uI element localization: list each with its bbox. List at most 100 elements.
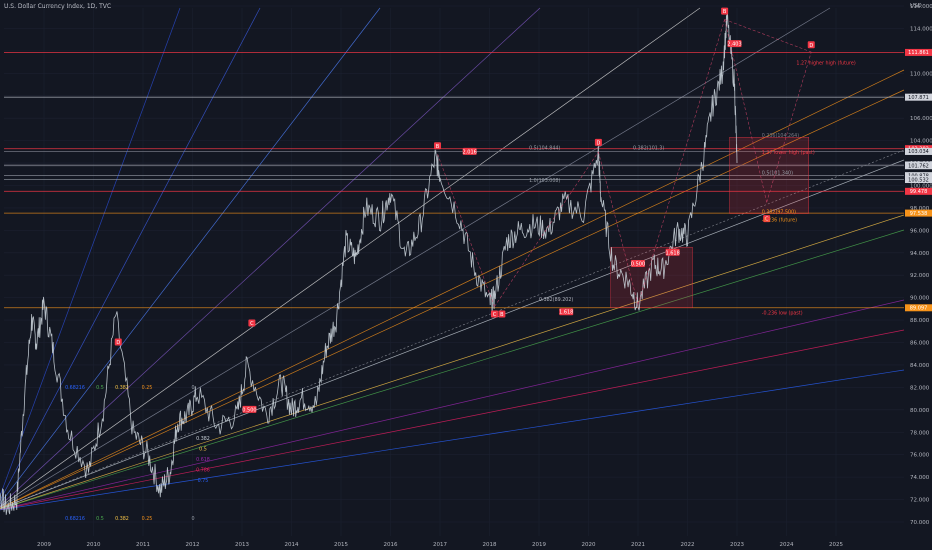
price-tag [905, 48, 932, 56]
y-tick-label: 100.000 [910, 183, 932, 189]
pattern-marker-label: C [250, 321, 254, 327]
price-tag [905, 172, 932, 180]
ratio-badge-label: 2.403 [727, 42, 741, 48]
fan-label-upper: 0 [191, 385, 194, 391]
x-tick-label: 2018 [483, 542, 497, 548]
y-tick-label: 70.000 [910, 520, 930, 526]
ratio-badge [665, 248, 680, 256]
x-tick-label: 2019 [532, 542, 546, 548]
ratio-badge-label: 1.618 [559, 310, 573, 316]
price-tag [905, 187, 932, 195]
y-axis-unit: USD [910, 3, 922, 9]
ratio-badge [727, 40, 742, 48]
target-boxes [610, 137, 809, 308]
x-tick-label: 2024 [780, 542, 794, 548]
gann-fan-line [0, 7, 261, 502]
pattern-marker-label: B [500, 312, 504, 318]
fib-level-label: -0.236 low (past) [762, 310, 803, 316]
x-tick-label: 2021 [631, 542, 645, 548]
x-tick-label: 2017 [433, 542, 447, 548]
fan-label-mid: 0.382 [196, 436, 210, 442]
price-tag [905, 162, 932, 170]
fib-chart-label: 0.5(101.340) [762, 170, 793, 176]
pattern-marker-label: C [493, 312, 497, 318]
fan-label-lower: 0.5 [96, 516, 104, 522]
pattern-marker-label: D [596, 140, 600, 146]
gann-fan-line [0, 89, 905, 509]
horizontal-levels [4, 52, 904, 309]
pattern-leg [494, 151, 599, 307]
trend-line-dotted [0, 149, 905, 509]
pattern-marker[interactable] [807, 41, 815, 49]
gann-fan-line [0, 369, 905, 511]
x-tick-label: 2012 [186, 542, 200, 548]
ratio-badge [559, 308, 574, 316]
pattern-leg [724, 19, 812, 53]
fan-label-mid: 0.75 [198, 478, 209, 484]
ratio-badge-label: 2.016 [463, 149, 477, 155]
fan-label-lower: 0.68216 [65, 516, 85, 522]
pattern-marker[interactable] [114, 338, 122, 346]
ratio-badge-label: 0.500 [631, 262, 645, 268]
x-tick-label: 2010 [87, 542, 101, 548]
y-tick-label: 106.000 [910, 116, 932, 122]
price-tag [905, 93, 932, 101]
gann-fan-line [0, 214, 905, 510]
x-tick-label: 2022 [681, 542, 695, 548]
y-tick-label: 114.000 [910, 26, 932, 32]
price-tag-label: 111.861 [908, 50, 929, 56]
fib-chart-label: 1.0(103.008) [529, 178, 560, 184]
fan-label-upper: 0.25 [142, 385, 153, 391]
fib-chart-label: 0.382(101.3) [633, 146, 664, 152]
y-tick-label: 74.000 [910, 475, 930, 481]
y-tick-label: 98.000 [910, 206, 930, 212]
pattern-marker[interactable] [434, 142, 442, 150]
fib-level-label: 0.236(104.264) [762, 133, 799, 139]
fib-level-label: 1.27 higher high (future) [796, 60, 855, 66]
fan-label-lower: 0 [191, 516, 194, 522]
x-tick-label: 2025 [829, 542, 843, 548]
price-tag [905, 176, 932, 184]
fan-label-mid: 0.786 [196, 468, 210, 474]
x-tick-label: 2011 [136, 542, 150, 548]
price-tag-label: 89.097 [910, 306, 928, 312]
pattern-marker[interactable] [490, 310, 498, 318]
gann-fan-line [0, 69, 905, 509]
fan-label-mid: 0.5 [199, 447, 207, 453]
fib-level-label: 0.382(89.202) [539, 297, 573, 303]
pattern-leg [598, 151, 639, 305]
fan-label-mid: 0.618 [196, 457, 210, 463]
x-tick-label: 2020 [582, 542, 596, 548]
y-tick-label: 88.000 [910, 318, 930, 324]
y-tick-label: 76.000 [910, 453, 930, 459]
pattern-leg [724, 19, 767, 203]
ratio-badge [462, 147, 477, 155]
pattern-leg [437, 153, 495, 307]
x-tick-label: 2014 [285, 542, 299, 548]
pattern-marker[interactable] [498, 310, 506, 318]
y-axis: 70.000 72.000 74.000 76.000 78.000 80.000 82.0… [910, 3, 932, 526]
y-tick-label: 80.000 [910, 408, 930, 414]
pattern-marker[interactable] [721, 7, 729, 15]
y-tick-label: 72.000 [910, 498, 930, 504]
x-tick-label: 2016 [384, 542, 398, 548]
pattern-marker-label: D [116, 340, 120, 346]
pattern-marker-label: C [765, 217, 769, 223]
y-tick-label: 116.000 [910, 4, 932, 10]
y-tick-label: 92.000 [910, 273, 930, 279]
ratio-badge-label: 0.500 [242, 407, 256, 413]
gann-fan-line [0, 329, 905, 511]
grid [4, 5, 904, 536]
pattern-marker[interactable] [248, 319, 256, 327]
pattern-marker[interactable] [594, 138, 602, 146]
pattern-marker[interactable] [763, 215, 771, 223]
price-tag-label: 101.762 [908, 164, 929, 170]
pattern-marker-label: B [436, 144, 440, 150]
price-tag-label: 100.532 [908, 177, 929, 183]
gann-fan-line [0, 7, 831, 508]
price-tag-label: 103.034 [908, 149, 929, 155]
price-tag [905, 147, 932, 155]
gann-fan-line [0, 7, 701, 508]
